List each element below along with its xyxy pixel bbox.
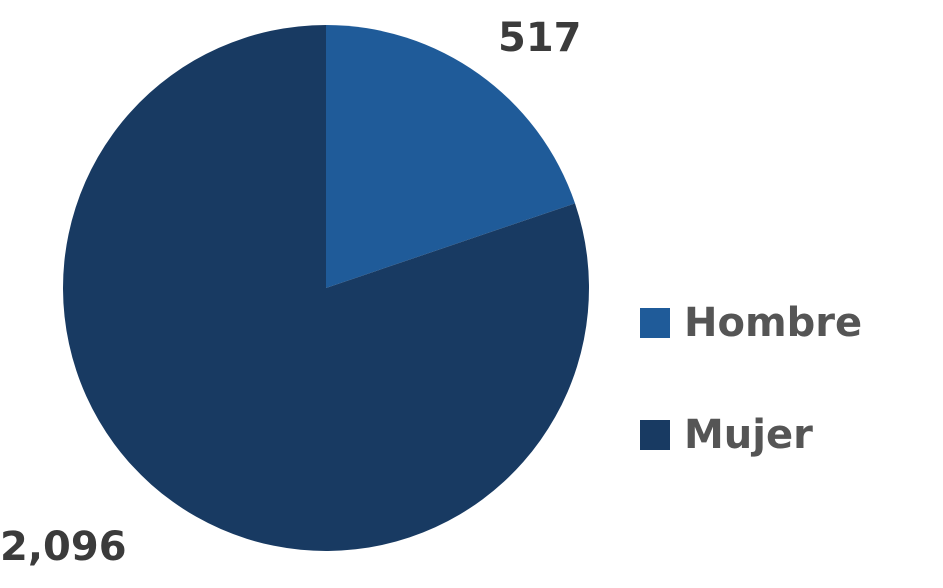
legend-label-mujer: Mujer [684, 412, 813, 458]
data-label-mujer: 2,096 [0, 524, 127, 570]
legend-swatch-hombre [640, 308, 670, 338]
pie-slices [62, 25, 589, 551]
legend: Hombre Mujer [640, 300, 862, 524]
pie-slice-mujer [62, 25, 589, 551]
legend-item-mujer: Mujer [640, 412, 862, 458]
data-label-hombre: 517 [498, 15, 582, 61]
pie-slice-hombre [326, 25, 576, 288]
legend-label-hombre: Hombre [684, 300, 863, 346]
legend-item-hombre: Hombre [640, 300, 862, 346]
legend-swatch-mujer [640, 420, 670, 450]
